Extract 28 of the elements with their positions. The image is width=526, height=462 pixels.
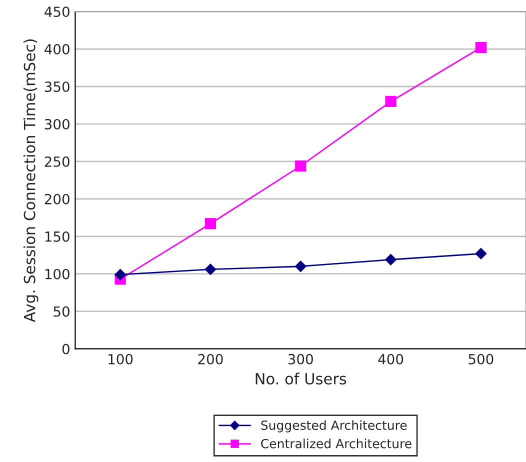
y-axis-title: Avg. Session Connection Time(mSec) <box>24 39 38 322</box>
y-tick-label: 200 <box>44 194 70 204</box>
y-tick-label: 450 <box>44 6 70 18</box>
x-tick-label: 200 <box>198 354 223 364</box>
y-tick-label: 350 <box>44 81 70 92</box>
y-tick-label: 100 <box>45 268 70 280</box>
x-tick-label: 400 <box>378 354 404 364</box>
x-tick-label: 100 <box>108 354 133 364</box>
y-tick-label: 400 <box>44 44 70 54</box>
x-tick-label: 300 <box>288 354 313 364</box>
point <box>295 160 306 172</box>
point <box>475 248 487 260</box>
point <box>204 218 216 230</box>
y-tick-label: 250 <box>44 156 70 167</box>
point <box>114 268 126 281</box>
point <box>294 260 306 272</box>
point <box>204 263 216 276</box>
point <box>384 254 397 266</box>
y-tick-label: 150 <box>45 231 70 242</box>
legend-label: Suggested Architecture <box>261 420 407 432</box>
y-tick-label: 50 <box>54 306 70 317</box>
y-tick-label: 300 <box>44 118 70 130</box>
point <box>385 96 396 108</box>
x-axis-title: No. of Users <box>256 372 346 384</box>
point <box>475 42 486 54</box>
legend-label: Centralized Architecture <box>261 438 412 448</box>
y-tick-label: 0 <box>62 344 70 354</box>
x-tick-label: 500 <box>468 354 494 364</box>
